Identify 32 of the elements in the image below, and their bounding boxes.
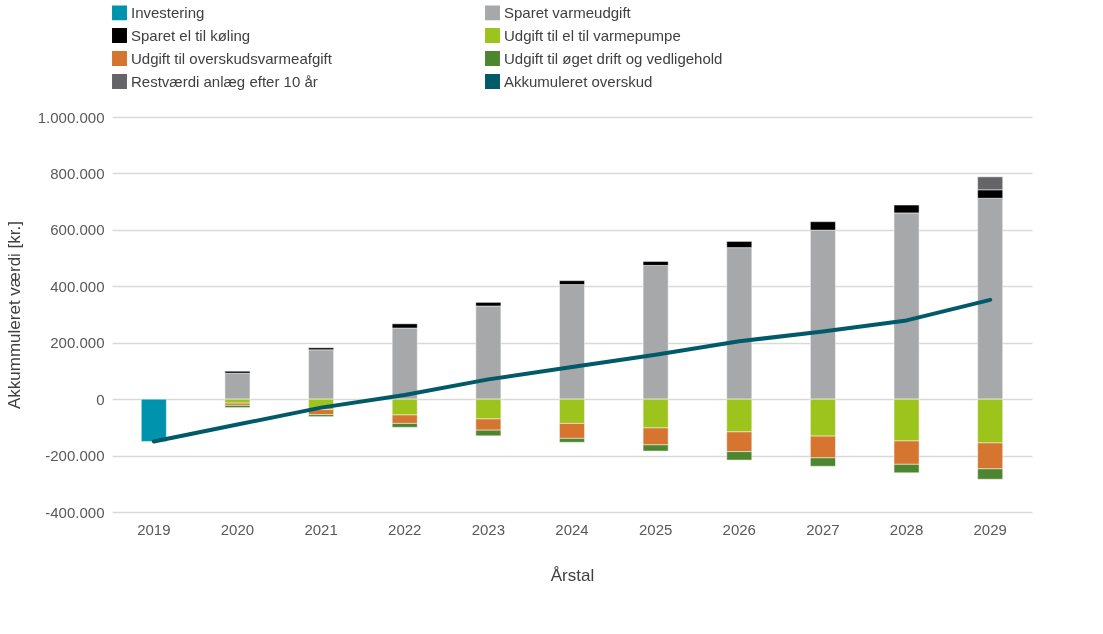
y-tick-label: 800.000 (50, 164, 105, 182)
legend-label: Restværdi anlæg efter 10 år (131, 72, 318, 90)
y-tick-label: 600.000 (50, 221, 105, 239)
y-tick-label: -200.000 (45, 447, 105, 465)
legend-label: Sparet el til køling (131, 26, 251, 44)
y-tick-label: 1.000.000 (37, 108, 105, 126)
legend-label: Investering (131, 3, 205, 21)
x-tick-label: 2027 (806, 520, 840, 538)
x-tick-label: 2022 (388, 520, 422, 538)
x-tick-label: 2028 (889, 520, 924, 538)
y-tick-label: -400.000 (45, 503, 105, 521)
x-tick-label: 2024 (555, 520, 589, 538)
legend-label: Sparet varmeudgift (504, 3, 632, 21)
legend-label: Akkumuleret overskud (504, 72, 653, 90)
y-tick-label: 200.000 (50, 334, 105, 352)
x-tick-label: 2023 (471, 520, 506, 538)
line-series (151, 297, 993, 444)
bar (141, 398, 167, 442)
y-axis-title: Akkummuleret værdi [kr.] (4, 221, 24, 409)
legend-label: Udgift til overskudsvarmeafgift (131, 49, 333, 67)
x-tick-label: 2021 (304, 520, 338, 538)
legend-label: Udgift til el til varmepumpe (504, 26, 681, 44)
legend-label: Udgift til øget drift og vedligehold (504, 49, 723, 67)
bar (224, 372, 251, 400)
x-tick-label: 2029 (973, 520, 1007, 538)
y-tick-label: 400.000 (50, 277, 105, 295)
x-tick-label: 2020 (220, 520, 255, 538)
x-axis-title: Årstal (550, 565, 595, 585)
x-tick-label: 2026 (722, 520, 756, 538)
y-tick-label: 0 (96, 390, 105, 408)
x-tick-label: 2019 (137, 520, 171, 538)
x-tick-label: 2025 (638, 520, 673, 538)
